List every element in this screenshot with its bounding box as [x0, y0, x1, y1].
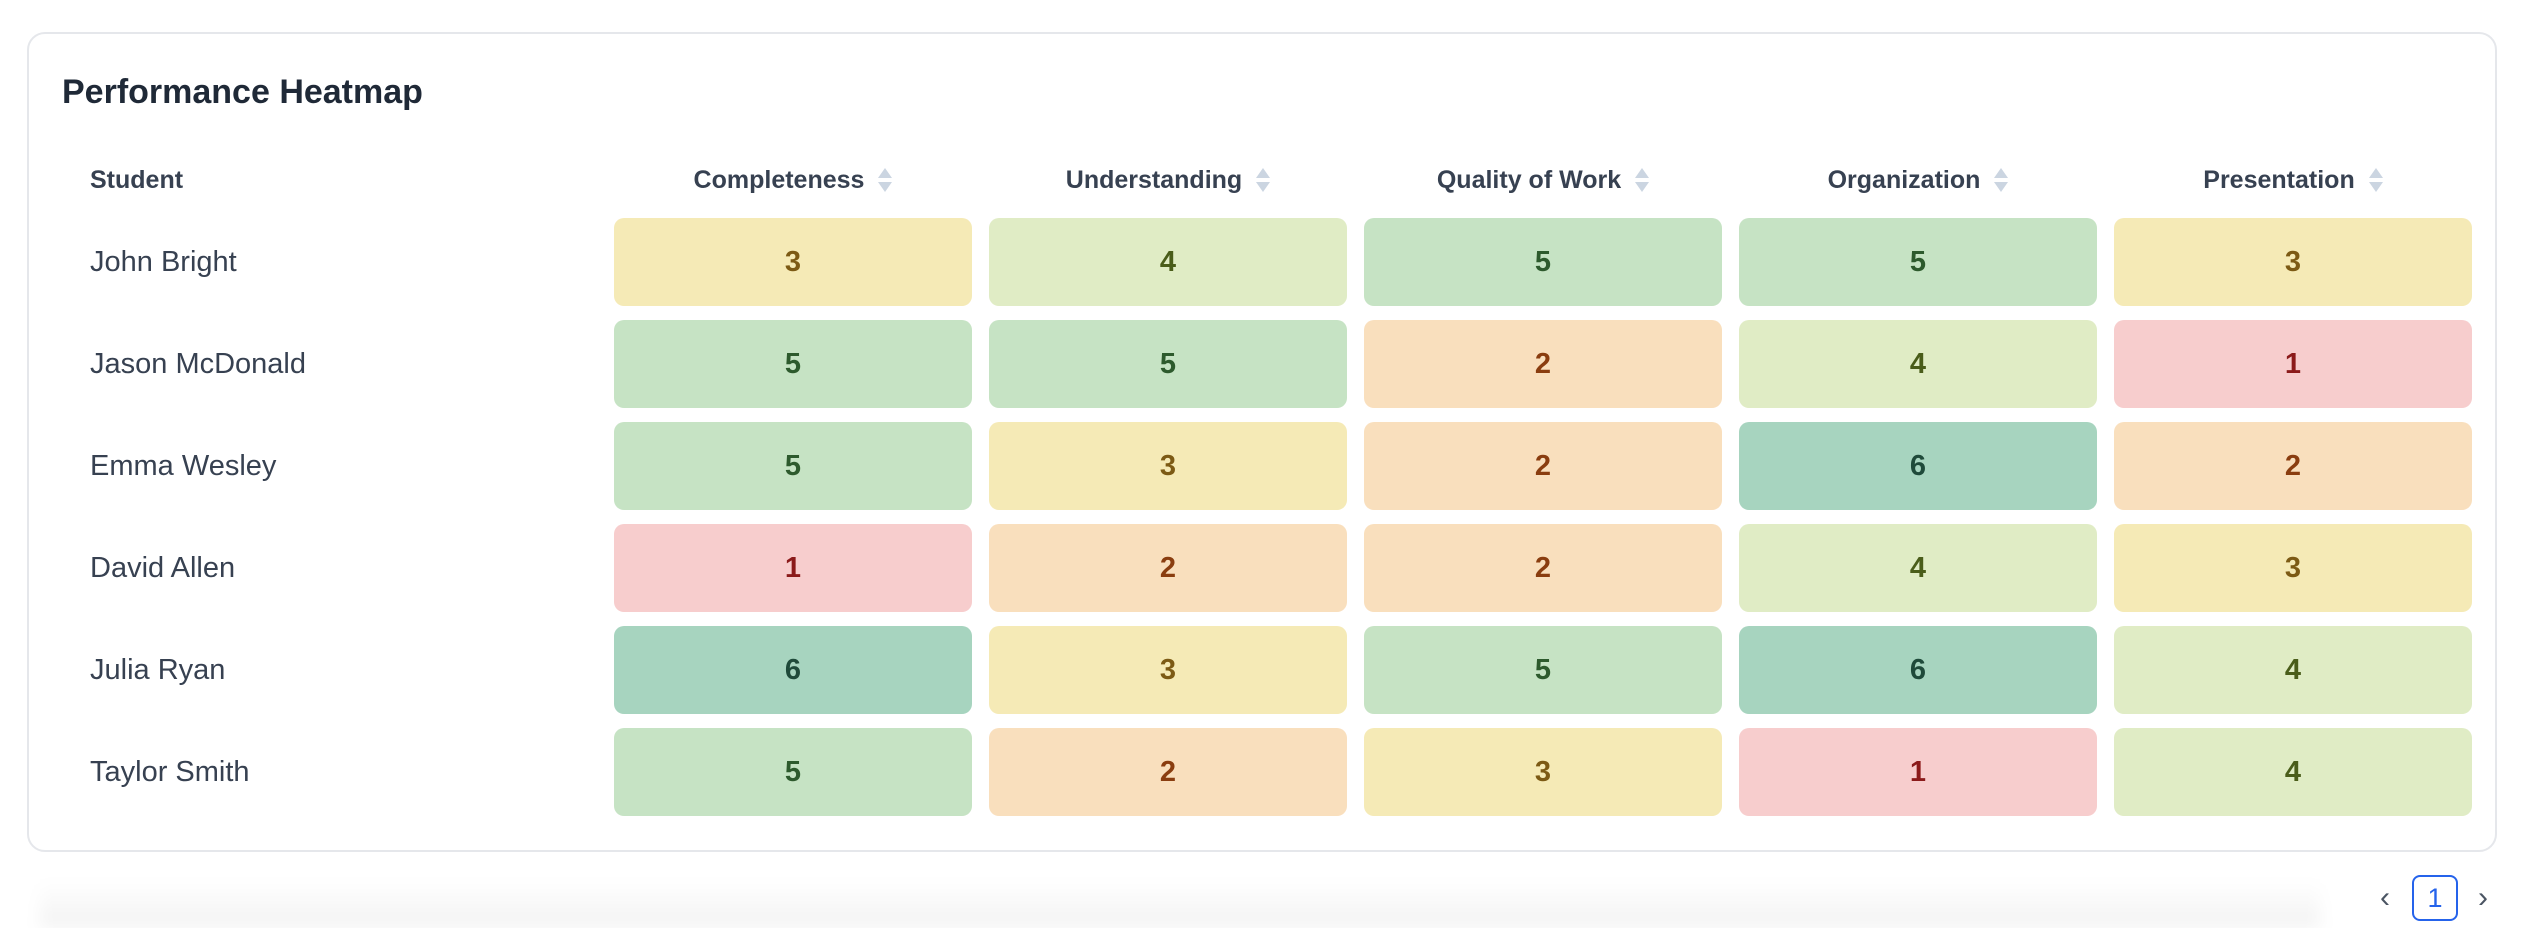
- score-cell: 4: [1739, 524, 2097, 612]
- sort-icon[interactable]: [1994, 168, 2009, 192]
- column-header-label: Quality of Work: [1436, 165, 1622, 194]
- sort-icon[interactable]: [878, 168, 893, 192]
- score-cell: 1: [1739, 728, 2097, 816]
- score-cell: 3: [989, 422, 1347, 510]
- score-cell: 5: [989, 320, 1347, 408]
- score-cell: 1: [2114, 320, 2472, 408]
- sort-descending-icon: [1994, 182, 2009, 192]
- column-header-label: Organization: [1827, 165, 1981, 194]
- student-name: Taylor Smith: [90, 755, 250, 788]
- student-name: Jason McDonald: [90, 347, 306, 380]
- score-cell: 6: [614, 626, 972, 714]
- sort-ascending-icon: [1994, 168, 2009, 178]
- pagination-page-button[interactable]: 1: [2412, 875, 2458, 921]
- score-cell: 2: [989, 524, 1347, 612]
- score-cell: 3: [614, 218, 972, 306]
- score-cell: 6: [1739, 626, 2097, 714]
- score-cell: 5: [1364, 626, 1722, 714]
- column-header-label: Understanding: [1065, 165, 1243, 194]
- score-cell: 2: [1364, 524, 1722, 612]
- sort-descending-icon: [878, 182, 893, 192]
- student-name: Emma Wesley: [90, 449, 277, 482]
- score-cell: 4: [2114, 626, 2472, 714]
- student-name: John Bright: [90, 245, 237, 278]
- score-cell: 5: [614, 728, 972, 816]
- column-header-presentation[interactable]: Presentation: [2114, 160, 2472, 200]
- sort-descending-icon: [1256, 182, 1271, 192]
- score-cell: 5: [614, 422, 972, 510]
- column-header-label: Presentation: [2203, 165, 2355, 194]
- sort-icon[interactable]: [1635, 168, 1650, 192]
- heatmap-table: Student Completeness Understanding Quality…: [29, 34, 2495, 850]
- score-cell: 3: [2114, 524, 2472, 612]
- column-header-student: Student: [90, 166, 184, 194]
- pagination-next-button[interactable]: ›: [2468, 878, 2498, 918]
- score-cell: 3: [1364, 728, 1722, 816]
- column-header-completeness[interactable]: Completeness: [614, 160, 972, 200]
- sort-icon[interactable]: [1256, 168, 1271, 192]
- sort-descending-icon: [2368, 182, 2383, 192]
- student-name: David Allen: [90, 551, 236, 584]
- sort-ascending-icon: [1635, 168, 1650, 178]
- score-cell: 3: [2114, 218, 2472, 306]
- score-cell: 5: [1364, 218, 1722, 306]
- column-header-understanding[interactable]: Understanding: [989, 160, 1347, 200]
- sort-ascending-icon: [878, 168, 893, 178]
- sort-ascending-icon: [2368, 168, 2383, 178]
- sort-icon[interactable]: [2368, 168, 2383, 192]
- scroll-shadow: [40, 880, 2320, 928]
- student-name: Julia Ryan: [90, 653, 226, 686]
- score-cell: 4: [989, 218, 1347, 306]
- performance-heatmap-card: Performance Heatmap Student Completeness…: [27, 32, 2497, 852]
- score-cell: 5: [1739, 218, 2097, 306]
- score-cell: 2: [1364, 320, 1722, 408]
- score-cell: 2: [2114, 422, 2472, 510]
- pagination-prev-button[interactable]: ‹: [2370, 878, 2400, 918]
- score-cell: 3: [989, 626, 1347, 714]
- score-cell: 1: [614, 524, 972, 612]
- column-header-organization[interactable]: Organization: [1739, 160, 2097, 200]
- score-cell: 2: [1364, 422, 1722, 510]
- chevron-right-icon: ›: [2478, 881, 2488, 914]
- chevron-left-icon: ‹: [2380, 881, 2390, 914]
- score-cell: 2: [989, 728, 1347, 816]
- score-cell: 4: [2114, 728, 2472, 816]
- column-header-quality-of-work[interactable]: Quality of Work: [1364, 160, 1722, 200]
- score-cell: 5: [614, 320, 972, 408]
- sort-ascending-icon: [1256, 168, 1271, 178]
- sort-descending-icon: [1635, 182, 1650, 192]
- score-cell: 4: [1739, 320, 2097, 408]
- column-header-label: Completeness: [693, 165, 865, 194]
- card-title: Performance Heatmap: [62, 73, 423, 111]
- score-cell: 6: [1739, 422, 2097, 510]
